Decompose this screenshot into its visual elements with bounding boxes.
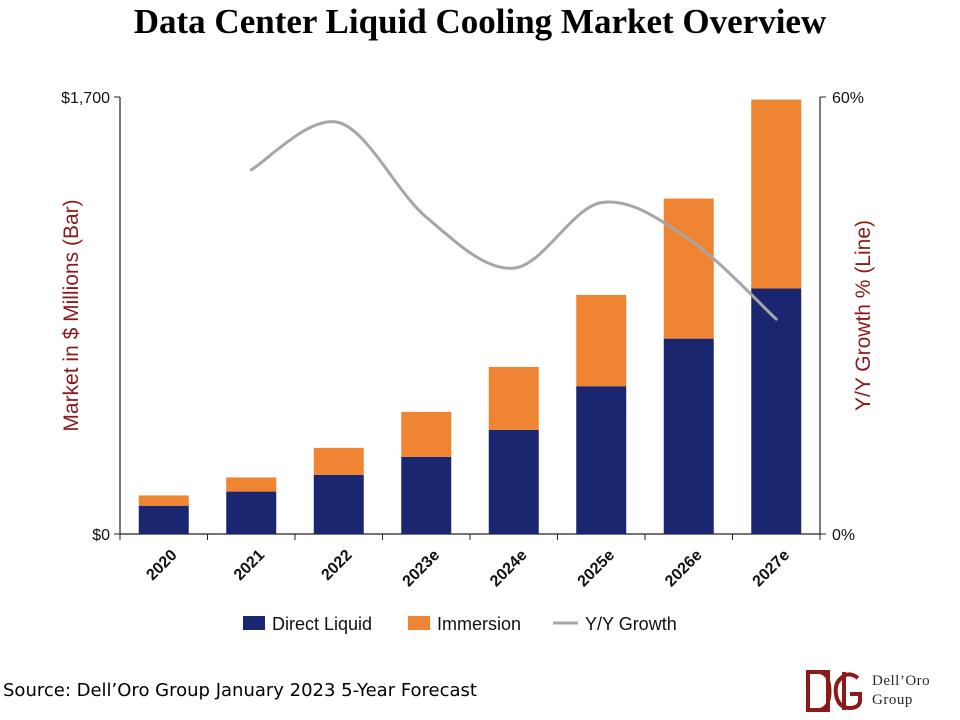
source-note: Source: Dell’Oro Group January 2023 5-Ye…	[3, 680, 477, 701]
logo-text-line2: Group	[872, 692, 913, 708]
growth-line	[249, 120, 778, 321]
bar-immersion	[226, 477, 277, 492]
x-tick-label: 2025e	[575, 547, 619, 591]
dell-oro-logo-mark	[806, 670, 862, 712]
bar-direct-liquid	[576, 386, 627, 534]
x-tick-label: 2024e	[487, 547, 531, 591]
bar-direct-liquid	[751, 288, 802, 534]
x-tick-label: 2026e	[662, 547, 706, 591]
legend-label-immersion: Immersion	[437, 614, 521, 634]
logo-text-line1: Dell’Oro	[872, 673, 931, 689]
legend-label-growth: Y/Y Growth	[585, 614, 677, 634]
dell-oro-logo: Dell’Oro Group	[806, 668, 956, 714]
bar-direct-liquid	[663, 338, 714, 534]
x-tick-label: 2021	[231, 547, 268, 584]
bar-immersion	[488, 366, 539, 430]
chart-title: Data Center Liquid Cooling Market Overvi…	[133, 2, 827, 41]
y-axis-title-left: Market in $ Millions (Bar)	[60, 199, 83, 431]
bar-direct-liquid	[226, 491, 277, 534]
bar-immersion	[663, 198, 714, 339]
legend: Direct Liquid Immersion Y/Y Growth	[243, 614, 677, 634]
bar-direct-liquid	[401, 456, 452, 534]
x-tick-labels: 2020 2021 2022 2023e 2024e 2025e 2026e 2027e	[143, 547, 793, 591]
bar-direct-liquid	[313, 474, 364, 534]
x-tick-label: 2022	[318, 547, 355, 584]
y-tick-label-right: 60%	[832, 90, 864, 107]
y-tick-label-left: $0	[92, 527, 110, 544]
bar-immersion	[313, 447, 364, 475]
x-tick-label: 2023e	[400, 547, 444, 591]
x-tick-label: 2027e	[750, 547, 794, 591]
bar-immersion	[138, 495, 189, 506]
bar-direct-liquid	[138, 505, 189, 534]
bar-immersion	[751, 99, 802, 289]
x-tick-label: 2020	[143, 547, 180, 584]
y-tick-label-right: 0%	[832, 527, 855, 544]
bar-direct-liquid	[488, 429, 539, 534]
bar-immersion	[401, 411, 452, 457]
bars	[138, 99, 802, 534]
legend-label-direct-liquid: Direct Liquid	[272, 614, 372, 634]
bar-immersion	[576, 294, 627, 387]
y-axis-title-right: Y/Y Growth % (Line)	[852, 220, 875, 411]
y-tick-label-left: $1,700	[61, 90, 110, 107]
legend-swatch-immersion	[408, 616, 430, 630]
legend-swatch-direct-liquid	[243, 616, 265, 630]
